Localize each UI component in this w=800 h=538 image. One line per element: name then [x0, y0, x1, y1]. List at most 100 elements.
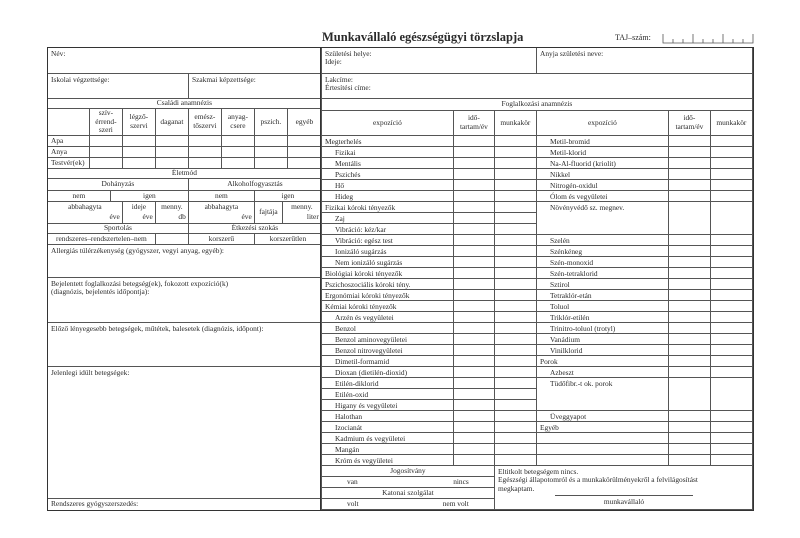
exposure-row-label: Nikkel	[550, 170, 571, 179]
reported-disease-field[interactable]: Bejelentett foglalkozási betegség(ek), f…	[47, 277, 322, 323]
smoking-amount[interactable]: menny. db	[155, 201, 189, 224]
family-column-header-label: egyéb	[295, 116, 314, 126]
medication-field[interactable]: Rendszeres gyógyszerszedés:	[47, 498, 322, 511]
exposure-row-label: Pszichés	[335, 170, 361, 179]
exposure-row-label: Toluol	[550, 302, 570, 311]
header-exposure-label: expozíció	[588, 117, 617, 127]
exposure-row-label: Azbeszt	[550, 368, 574, 377]
header-duration-label: idő- tartam/év	[459, 113, 488, 131]
school-field[interactable]: Iskolai végzettsége:	[47, 73, 189, 99]
signature-line[interactable]	[555, 495, 693, 496]
exposure-row-label: Fizikai	[335, 148, 356, 157]
license-title-label: Jogosítvány	[390, 465, 426, 475]
exposure-row-label: Etilén-diklorid	[335, 379, 379, 388]
family-row-label-label: Anya	[51, 146, 68, 156]
alcohol-title-label: Alkoholfogyasztás	[227, 179, 283, 189]
exposure-row-label: Fizikai kóroki tényezők	[325, 203, 396, 212]
exposure-row-label: Izocianát	[335, 423, 363, 432]
diet-title-label: Étkezési szokás	[231, 223, 279, 233]
mother-name-field-label: Anyja születési neve:	[540, 49, 604, 58]
smoking-title: Dohányzás	[47, 178, 189, 191]
smoking-duration[interactable]: ideje éve	[122, 201, 156, 224]
military-options[interactable]: volt nem volt	[321, 498, 495, 510]
exposure-row-label: Vinilklorid	[550, 346, 583, 355]
header-exposure-label: expozíció	[373, 117, 402, 127]
exposure-row-label: Mangán	[335, 445, 360, 454]
allergy-field-label: Allergiás túlérzékenység (gyógyszer, veg…	[51, 246, 224, 255]
birth-field-label: Ideje:	[325, 57, 342, 67]
occupational-history-title-label: Foglalkozási anamnézis	[501, 99, 573, 109]
license-no-label: nincs	[453, 477, 469, 486]
alcohol-quit-year[interactable]: abbahagyta éve	[188, 201, 255, 224]
signature-label: munkavállaló	[603, 497, 645, 506]
previous-illness-field-label: Előző lényegesebb betegségek, műtétek, b…	[51, 324, 264, 333]
exposure-row-label: Zaj	[335, 214, 345, 223]
birth-field[interactable]: Születési helye: Ideje:	[321, 47, 537, 74]
diet-nonmodern-label: korszerűtlen	[269, 233, 307, 243]
exposure-row-label: Dimetil-formamid	[335, 357, 390, 366]
family-column-header-label: anyag- csere	[227, 112, 248, 130]
exposure-row-label: Tüdőfibr.-t ok. porok	[550, 379, 613, 388]
taj-number-boxes[interactable]	[662, 32, 754, 44]
alcohol-quit-year-label: abbahagyta	[204, 202, 239, 211]
lifestyle-title-label: Életmód	[171, 168, 197, 178]
family-corner	[47, 108, 90, 136]
exposure-row-label: Dioxan (dietilén-dioxid)	[335, 368, 408, 377]
exposure-row: Tüdőfibr.-t ok. porok	[536, 377, 669, 411]
reported-disease-field-label: Bejelentett foglalkozási betegség(ek), f…	[51, 279, 229, 297]
sport-options-label: rendszeres–rendszertelen–nem	[56, 233, 147, 243]
smoking-no-label: nem	[72, 190, 86, 200]
exposure-row-label: Hideg	[335, 192, 354, 201]
family-column-header-label: emész- tőszervi	[193, 112, 217, 130]
chronic-illness-field-label: Jelenlegi idült betegségek:	[51, 368, 130, 377]
exposure-row-label: Vibráció: egész test	[335, 236, 393, 245]
exposure-row-label: Ólom és vegyületei	[550, 192, 608, 201]
alcohol-yes-label: igen	[281, 190, 295, 200]
exposure-row-label: Pszichoszociális kóroki tény.	[325, 280, 411, 289]
alcohol-type-label: fajtája	[259, 207, 278, 217]
job-cell[interactable]	[710, 201, 753, 235]
smoking-duration-label: éve	[142, 212, 153, 222]
alcohol-amount[interactable]: menny. liter	[282, 201, 322, 224]
exposure-row-label: Arzén és vegyületei	[335, 313, 394, 322]
name-field[interactable]: Név:	[47, 47, 322, 74]
exposure-row-label: Triklór-etilén	[550, 313, 590, 322]
allergy-field[interactable]: Allergiás túlérzékenység (gyógyszer, veg…	[47, 244, 322, 278]
alcohol-type[interactable]: fajtája	[254, 201, 283, 224]
header-duration-label: idő- tartam/év	[675, 113, 704, 131]
professional-field[interactable]: Szakmai képzettsége:	[188, 73, 322, 99]
job-cell[interactable]	[710, 377, 753, 411]
previous-illness-field[interactable]: Előző lényegesebb betegségek, műtétek, b…	[47, 322, 322, 367]
exposure-row-label: Megterhelés	[325, 137, 362, 146]
address-field[interactable]: Lakcíme: Értesítési címe:	[321, 73, 753, 99]
professional-field-label: Szakmai képzettsége:	[192, 75, 256, 84]
exposure-row-label: Benzol nitrovegyületei	[335, 346, 403, 355]
smoking-amount-label: menny.	[161, 202, 183, 211]
declaration: Eltitkolt betegségem nincs. Egészségi áll…	[494, 465, 753, 510]
declaration-label: Eltitkolt betegségem nincs.	[498, 467, 579, 476]
duration-cell[interactable]	[668, 377, 711, 411]
alcohol-title: Alkoholfogyasztás	[188, 178, 322, 191]
exposure-row-label: Üveggyapot	[550, 412, 587, 421]
family-column-header: emész- tőszervi	[188, 108, 222, 136]
exposure-row: Növényvédő sz. megnev.	[536, 201, 669, 235]
smoking-yes-label: igen	[143, 190, 156, 200]
military-title-label: Katonai szolgálat	[382, 487, 434, 497]
alcohol-amount-label: menny.	[291, 202, 313, 211]
family-column-header-label: daganat	[160, 116, 184, 126]
exposure-row-label: Ergonómiai kóroki tényezők	[325, 291, 410, 300]
chronic-illness-field[interactable]: Jelenlegi idült betegségek:	[47, 366, 322, 499]
header-duration: idő- tartam/év	[668, 110, 711, 136]
taj-label: TAJ–szám:	[615, 33, 651, 42]
smoking-quit-year[interactable]: abbahagyta éve	[47, 201, 123, 224]
family-history-title-label: Családi anamnézis	[156, 98, 212, 108]
duration-cell[interactable]	[668, 201, 711, 235]
family-column-header: daganat	[155, 108, 189, 136]
alcohol-amount-label: liter	[306, 212, 319, 222]
exposure-row-label: Porok	[540, 357, 558, 366]
mother-name-field[interactable]: Anyja születési neve:	[536, 47, 753, 74]
header-duration: idő- tartam/év	[453, 110, 495, 136]
smoking-title-label: Dohányzás	[101, 179, 135, 189]
family-column-header-label: légző- szervi	[129, 112, 149, 130]
school-field-label: Iskolai végzettsége:	[51, 75, 110, 84]
